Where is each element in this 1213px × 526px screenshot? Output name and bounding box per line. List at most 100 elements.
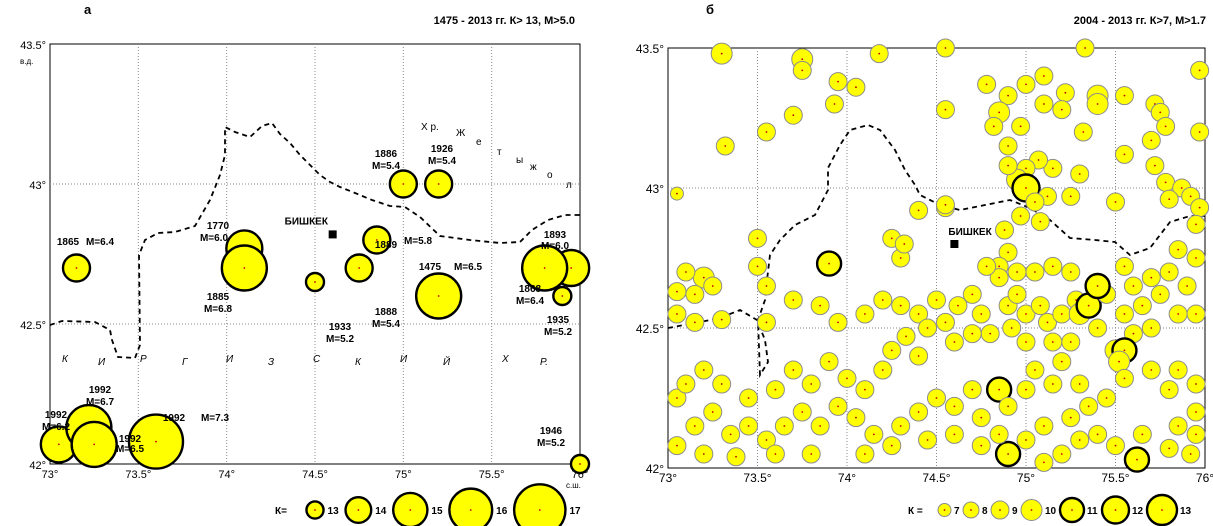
epicenter-dot xyxy=(999,509,1001,511)
epicenter-dot xyxy=(926,439,929,441)
epicenter-dot xyxy=(1177,425,1180,427)
map-a-lat-note: с.ш. xyxy=(566,481,581,490)
epicenter-dot xyxy=(1114,201,1117,203)
city-label: БИШКЕК xyxy=(948,227,992,238)
epicenter-dot xyxy=(693,425,696,427)
epicenter-dot xyxy=(676,397,678,399)
epicenter-dot xyxy=(720,52,723,55)
epicenter-dot xyxy=(864,453,866,455)
epicenter-dot xyxy=(917,209,920,212)
epicenter-dot xyxy=(890,444,893,447)
epicenter-dot xyxy=(1096,327,1099,329)
epicenter-dot xyxy=(905,335,907,338)
epicenter-dot xyxy=(314,509,316,511)
epicenter-dot xyxy=(720,318,723,321)
legend-prefix: К = xyxy=(908,506,923,517)
epicenter-dot xyxy=(1177,369,1180,371)
epicenter-dot xyxy=(676,290,678,293)
epicenter-dot xyxy=(1141,304,1144,307)
epicenter-dot xyxy=(1198,206,1201,209)
map-a-legend: К= 13 14 15 16 17 xyxy=(275,483,581,526)
y-tick-label: 42° xyxy=(646,462,664,476)
x-tick-label: 73° xyxy=(42,469,59,481)
epicenter-dot xyxy=(1034,271,1036,273)
epicenter-dot xyxy=(1150,369,1153,371)
epicenter-dot xyxy=(1078,383,1081,385)
epicenter-dot xyxy=(855,86,857,89)
epicenter-dot xyxy=(1069,416,1072,419)
river-letter: ж xyxy=(530,162,537,173)
epicenter-dot xyxy=(1123,313,1126,315)
epicenter-dot xyxy=(57,443,60,446)
epicenter-dot xyxy=(1039,304,1042,307)
epicenter-dot xyxy=(998,276,1001,279)
y-tick-label: 43° xyxy=(646,182,664,196)
epicenter-dot xyxy=(765,439,768,441)
epicenter-dot xyxy=(1003,229,1006,231)
epicenter-dot xyxy=(1164,125,1167,128)
epicenter-dot xyxy=(1123,94,1126,97)
epicenter-dot xyxy=(1105,397,1108,399)
river-letter: е xyxy=(476,137,482,148)
epicenter-dot xyxy=(917,355,920,357)
epicenter-dot xyxy=(899,425,902,427)
epicenter-dot xyxy=(943,509,946,511)
epicenter-dot xyxy=(881,369,884,371)
epicenter-dot xyxy=(747,397,750,399)
epicenter-dot xyxy=(1123,349,1126,352)
epicenter-dot xyxy=(903,243,906,245)
epicenter-dot xyxy=(676,444,678,447)
legend-label: 13 xyxy=(328,506,340,517)
epicenter-dot xyxy=(693,321,696,324)
epicenter-dot xyxy=(1060,360,1063,363)
epicenter-dot xyxy=(1186,285,1188,287)
epicenter-dot xyxy=(881,299,884,301)
map-a-region-letters: К И Р Г И З С К И Й Х Р. xyxy=(62,354,548,368)
event-magnitude-label: M=7.3 xyxy=(201,413,230,424)
map-b-grid: 73° 73.5° 74° 74.5° 75° 75.5° 76° 43.5° 43° 42.5°… xyxy=(636,42,1213,485)
epicenter-dot xyxy=(971,388,974,391)
epicenter-dot xyxy=(899,257,902,259)
epicenter-dot xyxy=(1195,257,1197,259)
epicenter-dot xyxy=(1114,509,1117,511)
epicenter-dot xyxy=(864,313,866,315)
epicenter-dot xyxy=(676,192,678,195)
epicenter-dot xyxy=(957,304,959,307)
epicenter-dot xyxy=(1019,125,1022,128)
epicenter-dot xyxy=(985,83,988,86)
event-year-label: 1992 xyxy=(89,385,112,396)
epicenter-dot xyxy=(409,509,412,511)
region-letter: З xyxy=(268,357,274,368)
epicenter-dot xyxy=(980,313,983,315)
epicenter-dot xyxy=(1195,313,1197,315)
y-tick-label: 42.5° xyxy=(20,320,46,332)
region-letter: Р. xyxy=(540,357,548,368)
x-tick-label: 74.5° xyxy=(302,469,328,481)
epicenter-dot xyxy=(1060,453,1063,455)
epicenter-dot xyxy=(747,425,750,427)
epicenter-dot xyxy=(846,377,848,380)
x-tick-label: 73.5° xyxy=(743,471,771,485)
epicenter-dot xyxy=(1161,509,1163,511)
epicenter-dot xyxy=(1168,447,1171,450)
epicenter-dot xyxy=(437,295,440,297)
event-year-label: 1992 xyxy=(45,410,68,421)
epicenter-dot xyxy=(1064,91,1067,94)
epicenter-dot xyxy=(1046,195,1049,198)
epicenter-dot xyxy=(1043,103,1045,105)
epicenter-dot xyxy=(837,80,839,83)
epicenter-dot xyxy=(935,397,938,399)
y-tick-label: 43° xyxy=(29,180,46,192)
epicenter-dot xyxy=(702,276,705,279)
city-marker xyxy=(950,240,959,248)
epicenter-dot xyxy=(1025,439,1027,441)
epicenter-dot xyxy=(1069,195,1072,198)
x-tick-label: 75° xyxy=(395,469,412,481)
epicenter-dot xyxy=(1132,285,1135,287)
epicenter-dot xyxy=(1071,509,1073,511)
epicenter-dot xyxy=(872,433,875,436)
event-magnitude-label: M=5.2 xyxy=(544,327,573,338)
epicenter-dot xyxy=(729,433,732,436)
map-a: а 1475 - 2013 гг. К> 13, М>5.0 73° 73.5° 7… xyxy=(20,2,591,526)
